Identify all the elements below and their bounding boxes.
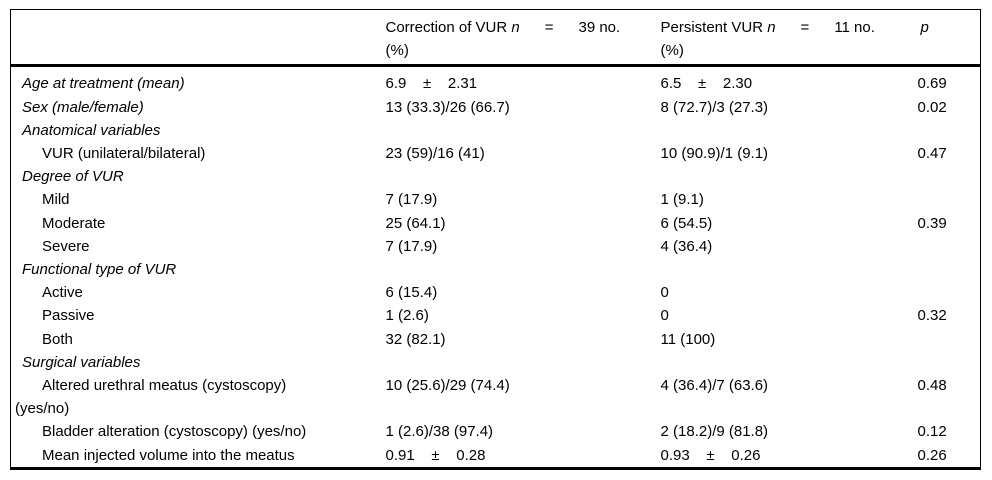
persistent-value-cell: 6 (54.5) <box>660 214 713 232</box>
row-label-cell: Both <box>42 330 73 348</box>
correction-value-cell: 25 (64.1) <box>385 214 446 232</box>
persistent-value-cell: 0.93 ± 0.26 <box>660 446 761 464</box>
header-persistent-count: = 11 no. <box>775 19 875 36</box>
p-value-cell: 0.32 <box>917 307 947 325</box>
table-row-surgical-variables: Surgical variables <box>11 351 981 374</box>
table-row-vur-laterality: VUR (unilateral/bilateral) 23 (59)/16 (4… <box>11 142 981 165</box>
table-row-anatomical-variables: Anatomical variables <box>11 119 981 142</box>
row-label-cell: Active <box>42 284 83 302</box>
p-value-cell <box>916 235 981 258</box>
p-value-cell: 0.26 <box>917 446 947 464</box>
correction-value-cell: 1 (2.6)/38 (97.4) <box>385 423 494 441</box>
correction-value-cell: 13 (33.3)/26 (66.7) <box>385 98 510 116</box>
header-p-cell: p <box>915 9 981 68</box>
persistent-value-cell: 8 (72.7)/3 (27.3) <box>660 98 769 116</box>
header-persistent-title: Persistent VUR <box>660 19 768 36</box>
row-label-line2: (yes/no) <box>15 400 70 418</box>
p-value-cell: 0.39 <box>917 214 947 232</box>
persistent-value-cell <box>661 351 916 374</box>
row-label-cell: Severe <box>42 237 90 255</box>
persistent-value-cell: 0 <box>660 307 669 325</box>
correction-value-cell <box>386 258 661 281</box>
table-body: Age at treatment (mean) 6.9 ± 2.31 6.5 ±… <box>11 66 981 468</box>
correction-value-cell: 7 (17.9) <box>385 191 438 209</box>
table-row-passive: Passive 1 (2.6) 0 0.32 <box>11 304 981 327</box>
correction-value-cell: 1 (2.6) <box>385 307 429 325</box>
table-row-severe: Severe 7 (17.9) 4 (36.4) <box>11 235 981 258</box>
table-row-sex: Sex (male/female) 13 (33.3)/26 (66.7) 8 … <box>11 96 981 119</box>
persistent-value-cell <box>661 119 916 142</box>
row-label-cell: Mean injected volume into the meatus <box>42 446 295 464</box>
correction-value-cell: 7 (17.9) <box>385 237 438 255</box>
table-row-mild: Mild 7 (17.9) 1 (9.1) <box>11 188 981 211</box>
row-label-line1: Altered urethral meatus (cystoscopy) <box>42 377 287 395</box>
p-value-cell <box>916 165 981 188</box>
p-value-cell <box>916 351 981 374</box>
section-label-cell: Functional type of VUR <box>22 261 177 279</box>
persistent-value-cell: 10 (90.9)/1 (9.1) <box>660 145 769 163</box>
persistent-value-cell: 4 (36.4)/7 (63.6) <box>660 377 769 395</box>
section-label-cell: Surgical variables <box>22 353 141 371</box>
paper-table-sheet: Correction of VUR n = 39 no. (%) Persiste… <box>10 9 981 470</box>
table-row-bladder-alteration: Bladder alteration (cystoscopy) (yes/no)… <box>11 420 981 443</box>
persistent-value-cell: 0 <box>660 284 669 302</box>
p-value-cell <box>916 119 981 142</box>
header-correction-count: = 39 no. <box>519 19 621 36</box>
header-variable-cell <box>10 9 386 68</box>
section-label-cell: Anatomical variables <box>22 121 161 139</box>
p-value-cell: 0.47 <box>917 145 947 163</box>
header-correction-cell: Correction of VUR n = 39 no. (%) <box>385 9 661 68</box>
header-correction-n-symbol: n <box>511 19 520 36</box>
correction-value-cell: 6 (15.4) <box>385 284 438 302</box>
persistent-value-cell <box>661 258 916 281</box>
header-correction-title: Correction of VUR <box>385 19 512 36</box>
header-correction-unit: (%) <box>385 42 409 60</box>
persistent-value-cell: 1 (9.1) <box>660 191 704 209</box>
table-row-altered-urethral-meatus: Altered urethral meatus (cystoscopy) (yes… <box>11 374 981 420</box>
row-label-cell: Altered urethral meatus (cystoscopy) (yes… <box>11 374 386 420</box>
row-label-cell: Moderate <box>42 214 106 232</box>
table-row-both: Both 32 (82.1) 11 (100) <box>11 328 981 351</box>
table-header: Correction of VUR n = 39 no. (%) Persiste… <box>10 9 981 68</box>
table-row-mean-injected-volume: Mean injected volume into the meatus 0.9… <box>11 444 981 469</box>
persistent-value-cell: 4 (36.4) <box>660 237 713 255</box>
vur-comparison-table: Correction of VUR n = 39 no. (%) Persiste… <box>10 9 981 470</box>
table-row-functional-type: Functional type of VUR <box>11 258 981 281</box>
p-value-cell <box>916 258 981 281</box>
p-value-cell <box>916 188 981 211</box>
p-value-cell: 0.48 <box>917 377 947 395</box>
p-value-cell: 0.69 <box>917 75 947 93</box>
row-label-cell: Passive <box>42 307 95 325</box>
persistent-value-cell: 11 (100) <box>660 330 716 348</box>
p-value-cell <box>916 328 981 351</box>
row-label-cell: Bladder alteration (cystoscopy) (yes/no) <box>42 423 307 441</box>
persistent-value-cell: 2 (18.2)/9 (81.8) <box>660 423 769 441</box>
correction-value-cell <box>386 165 661 188</box>
header-persistent-unit: (%) <box>660 42 684 60</box>
p-value-cell: 0.02 <box>917 98 947 116</box>
table-row-moderate: Moderate 25 (64.1) 6 (54.5) 0.39 <box>11 212 981 235</box>
correction-value-cell <box>386 351 661 374</box>
table-row-age: Age at treatment (mean) 6.9 ± 2.31 6.5 ±… <box>11 66 981 96</box>
row-label-cell: Sex (male/female) <box>22 98 144 116</box>
row-label-cell: Age at treatment (mean) <box>22 75 185 93</box>
correction-value-cell: 23 (59)/16 (41) <box>385 145 485 163</box>
p-value-cell <box>916 281 981 304</box>
persistent-value-cell <box>661 165 916 188</box>
correction-value-cell: 32 (82.1) <box>385 330 446 348</box>
header-persistent-cell: Persistent VUR n = 11 no. (%) <box>660 9 916 68</box>
section-label-cell: Degree of VUR <box>22 168 124 186</box>
table-row-active: Active 6 (15.4) 0 <box>11 281 981 304</box>
p-value-cell: 0.12 <box>917 423 947 441</box>
header-persistent-n-symbol: n <box>767 19 776 36</box>
correction-value-cell: 0.91 ± 0.28 <box>385 446 486 464</box>
table-row-degree-of-vur: Degree of VUR <box>11 165 981 188</box>
persistent-value-cell: 6.5 ± 2.30 <box>660 75 753 93</box>
correction-value-cell <box>386 119 661 142</box>
row-label-cell: VUR (unilateral/bilateral) <box>42 145 206 163</box>
correction-value-cell: 6.9 ± 2.31 <box>385 75 478 93</box>
header-row: Correction of VUR n = 39 no. (%) Persiste… <box>10 9 981 68</box>
correction-value-cell: 10 (25.6)/29 (74.4) <box>385 377 510 395</box>
row-label-cell: Mild <box>42 191 70 209</box>
